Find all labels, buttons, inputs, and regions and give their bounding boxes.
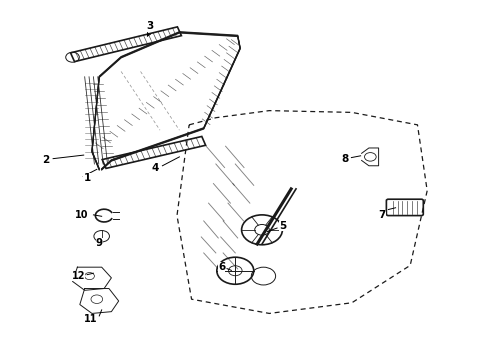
Text: 5: 5 xyxy=(279,221,287,231)
Text: 9: 9 xyxy=(96,238,103,248)
Text: 1: 1 xyxy=(83,173,91,183)
Text: 3: 3 xyxy=(147,21,154,31)
Text: 10: 10 xyxy=(74,210,88,220)
Text: 2: 2 xyxy=(42,156,49,166)
Text: 12: 12 xyxy=(72,271,85,281)
Text: 11: 11 xyxy=(84,315,98,324)
Text: 4: 4 xyxy=(151,163,159,172)
Text: 6: 6 xyxy=(218,262,225,272)
Text: 8: 8 xyxy=(341,154,348,164)
Text: 7: 7 xyxy=(378,210,386,220)
